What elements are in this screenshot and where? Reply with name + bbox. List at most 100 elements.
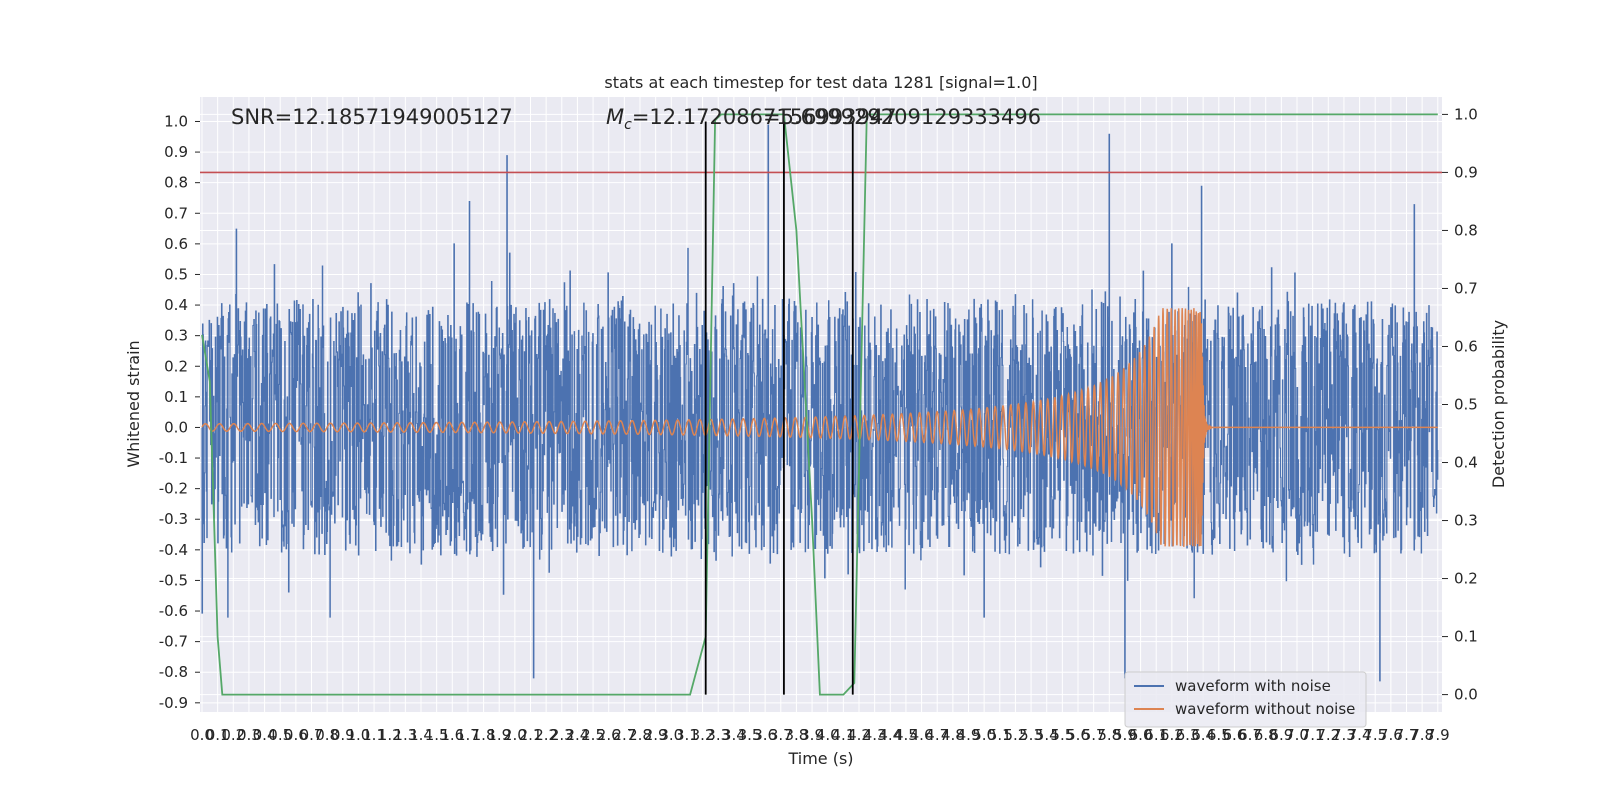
x-tick-label: 0.8	[315, 726, 339, 744]
x-tick-label: 2.0	[503, 726, 527, 744]
x-tick-label: 5.5	[1050, 726, 1074, 744]
legend-label-noise: waveform with noise	[1175, 677, 1331, 695]
x-tick-label: 0.5	[268, 726, 292, 744]
x-tick-label: 1.9	[487, 726, 511, 744]
y-right-tick-label: 0.9	[1454, 163, 1478, 181]
series-detection-probability	[201, 113, 1438, 696]
x-tick-label: 7.1	[1301, 726, 1325, 744]
x-tick-label: 6.6	[1223, 726, 1247, 744]
y-right-tick-label: 0.4	[1454, 454, 1478, 472]
x-tick-label: 6.5	[1207, 726, 1231, 744]
y-left-tick-label: -0.5	[159, 571, 188, 589]
x-tick-label: 7.2	[1316, 726, 1340, 744]
x-tick-label: 6.1	[1144, 726, 1168, 744]
x-tick-label: 3.1	[675, 726, 699, 744]
mc-symbol: M	[606, 105, 624, 129]
mc-overlap-annotation: =5.699929209129333496	[763, 105, 1041, 129]
x-tick-label: 6.8	[1254, 726, 1278, 744]
y-left-tick-label: -0.9	[159, 694, 188, 712]
mc-value: =12.1720867156993947	[632, 105, 897, 129]
x-tick-label: 4.8	[941, 726, 965, 744]
x-tick-label: 2.2	[534, 726, 558, 744]
y-left-tick-label: -0.6	[159, 602, 188, 620]
y-left-tick-label: -0.2	[159, 480, 188, 498]
x-tick-label: 3.4	[722, 726, 746, 744]
x-tick-label: 7.9	[1426, 726, 1450, 744]
y-right-tick-label: 0.2	[1454, 570, 1478, 588]
y-right-tick-label: 0.7	[1454, 279, 1478, 297]
x-tick-label: 6.9	[1269, 726, 1293, 744]
y-left-tick-label: 1.0	[164, 112, 188, 130]
x-tick-label: 5.2	[1004, 726, 1028, 744]
x-tick-label: 2.8	[628, 726, 652, 744]
x-tick-label: 6.7	[1238, 726, 1262, 744]
y-right-tick-label: 0.6	[1454, 337, 1478, 355]
x-tick-label: 3.7	[769, 726, 793, 744]
y-left-tick-label: 0.4	[164, 296, 188, 314]
mc-annotation: Mc=12.1720867156993947	[606, 105, 897, 133]
x-tick-label: 7.6	[1379, 726, 1403, 744]
x-tick-label: 2.5	[581, 726, 605, 744]
x-tick-label: 4.6	[910, 726, 934, 744]
x-tick-label: 0.4	[253, 726, 277, 744]
series-waveform-with-noise	[201, 124, 1439, 682]
x-tick-label: 6.2	[1160, 726, 1184, 744]
x-tick-label: 5.0	[972, 726, 996, 744]
x-tick-label: 4.5	[894, 726, 918, 744]
x-tick-label: 2.9	[644, 726, 668, 744]
x-tick-label: 5.1	[988, 726, 1012, 744]
y-left-tick-label: 0.9	[164, 143, 188, 161]
y-left-tick-label: -0.1	[159, 449, 188, 467]
y-right-tick-label: 0.8	[1454, 221, 1478, 239]
y-left-tick-label: -0.4	[159, 541, 188, 559]
x-tick-label: 4.0	[816, 726, 840, 744]
x-tick-label: 5.4	[1035, 726, 1059, 744]
x-tick-label: 7.5	[1363, 726, 1387, 744]
snr-annotation: SNR=12.18571949005127	[231, 105, 513, 129]
y-left-tick-label: 0.2	[164, 357, 188, 375]
legend-label-signal: waveform without noise	[1175, 700, 1355, 718]
y-left-tick-label: 0.7	[164, 204, 188, 222]
x-tick-label: 3.8	[785, 726, 809, 744]
x-tick-label: 6.3	[1176, 726, 1200, 744]
x-tick-label: 3.3	[706, 726, 730, 744]
x-tick-label: 1.5	[425, 726, 449, 744]
legend-box	[1124, 671, 1367, 728]
y-left-tick-label: -0.7	[159, 633, 188, 651]
x-tick-label: 3.0	[659, 726, 683, 744]
y-left-tick-label: -0.8	[159, 663, 188, 681]
x-tick-label: 3.2	[691, 726, 715, 744]
x-tick-label: 2.6	[597, 726, 621, 744]
x-tick-label: 7.3	[1332, 726, 1356, 744]
y-left-tick-label: 0.8	[164, 174, 188, 192]
x-tick-label: 6.0	[1129, 726, 1153, 744]
y-left-tick-label: 0.5	[164, 265, 188, 283]
x-tick-label: 1.6	[440, 726, 464, 744]
x-tick-label: 5.9	[1113, 726, 1137, 744]
x-tick-label: 0.2	[221, 726, 245, 744]
x-tick-label: 5.8	[1097, 726, 1121, 744]
y-right-tick-label: 0.3	[1454, 512, 1478, 530]
probability-line	[201, 113, 1438, 696]
x-tick-label: 0.0	[190, 726, 214, 744]
x-tick-label: 1.2	[378, 726, 402, 744]
x-tick-label: 6.4	[1191, 726, 1215, 744]
x-tick-label: 1.8	[472, 726, 496, 744]
vertical-markers	[704, 121, 854, 695]
x-tick-label: 3.6	[753, 726, 777, 744]
series-waveform-without-noise	[201, 308, 1438, 547]
x-tick-label: 0.6	[284, 726, 308, 744]
x-tick-label: 1.4	[409, 726, 433, 744]
x-tick-label: 3.9	[800, 726, 824, 744]
x-tick-label: 2.1	[519, 726, 543, 744]
x-tick-label: 0.7	[300, 726, 324, 744]
y-right-axis-label: Detection probability	[1489, 320, 1508, 488]
y-left-axis-label: Whitened strain	[124, 340, 143, 467]
mc-subscript: c	[624, 117, 632, 133]
x-tick-label: 7.4	[1348, 726, 1372, 744]
x-tick-label: 1.1	[362, 726, 386, 744]
x-tick-label: 7.8	[1410, 726, 1434, 744]
y-right-tick-label: 0.5	[1454, 396, 1478, 414]
x-tick-label: 0.3	[237, 726, 261, 744]
x-tick-label: 4.9	[957, 726, 981, 744]
